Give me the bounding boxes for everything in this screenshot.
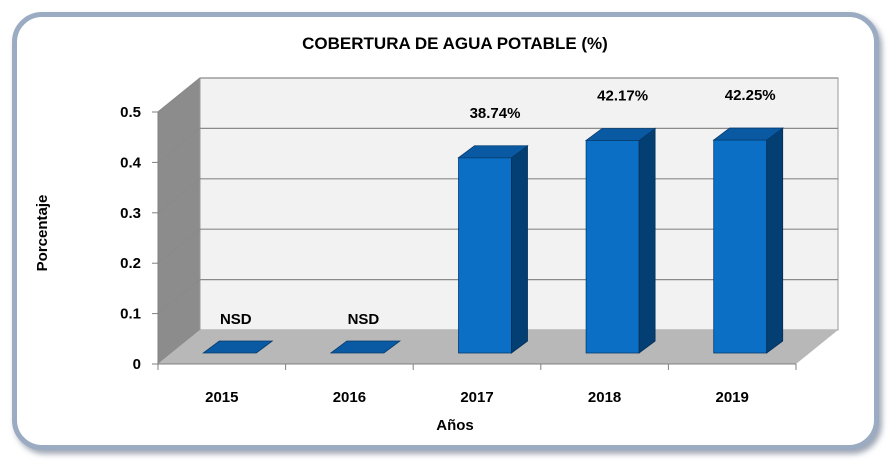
data-label: 42.17%	[597, 87, 648, 104]
data-label: 42.25%	[725, 87, 776, 104]
x-tick-label: 2019	[716, 389, 749, 406]
y-axis-title: Porcentaje	[34, 195, 51, 272]
y-tick-label: 0.1	[120, 306, 141, 323]
y-tick-label: 0.3	[120, 205, 141, 222]
bars	[202, 127, 784, 354]
y-tick-label: 0	[133, 356, 141, 373]
y-tick-label: 0.4	[120, 154, 142, 171]
chart-title: COBERTURA DE AGUA POTABLE (%)	[302, 34, 608, 53]
y-tick-label: 0.2	[120, 255, 141, 272]
side-wall	[158, 78, 200, 364]
x-axis-ticks: 2015 2016 2017 2018 2019	[157, 364, 797, 406]
x-axis-title: Años	[436, 417, 474, 434]
bar	[712, 127, 784, 354]
data-labels: NSD NSD 38.74% 42.17% 42.25%	[220, 87, 776, 328]
x-tick-label: 2017	[460, 389, 493, 406]
x-tick-label: 2016	[333, 389, 366, 406]
bar	[457, 144, 529, 354]
y-tick-label: 0.5	[120, 104, 141, 121]
data-label: 38.74%	[470, 105, 521, 122]
bar	[584, 127, 657, 354]
bar	[202, 340, 274, 354]
gridline	[157, 77, 838, 113]
y-axis-ticks: 0 0.1 0.2 0.3 0.4 0.5	[120, 104, 158, 373]
data-label: NSD	[220, 311, 252, 328]
x-tick-label: 2015	[205, 389, 238, 406]
data-label: NSD	[348, 311, 380, 328]
bar	[329, 340, 402, 354]
x-tick-label: 2018	[588, 389, 621, 406]
